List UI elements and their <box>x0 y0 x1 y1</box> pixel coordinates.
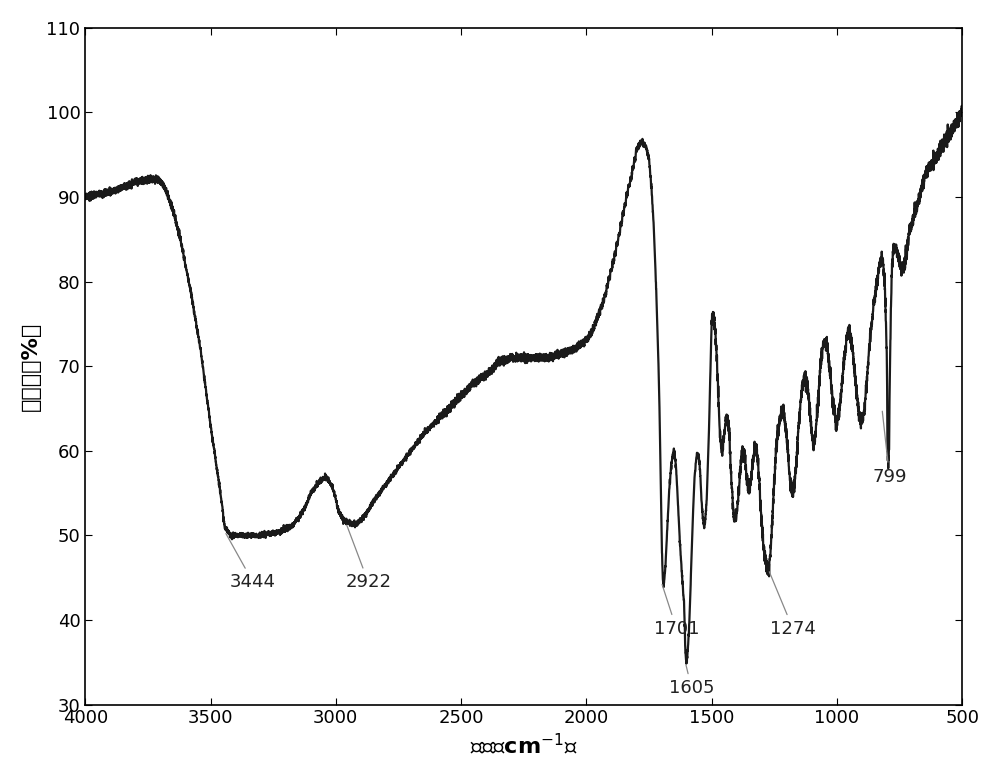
Text: 1701: 1701 <box>654 584 699 638</box>
X-axis label: 波数（cm$^{-1}$）: 波数（cm$^{-1}$） <box>470 733 577 758</box>
Text: 1274: 1274 <box>769 572 816 638</box>
Text: 2922: 2922 <box>345 525 391 591</box>
Text: 799: 799 <box>872 411 907 485</box>
Text: 3444: 3444 <box>226 534 276 591</box>
Text: 1605: 1605 <box>669 665 714 697</box>
Y-axis label: 透过率（%）: 透过率（%） <box>21 322 41 411</box>
